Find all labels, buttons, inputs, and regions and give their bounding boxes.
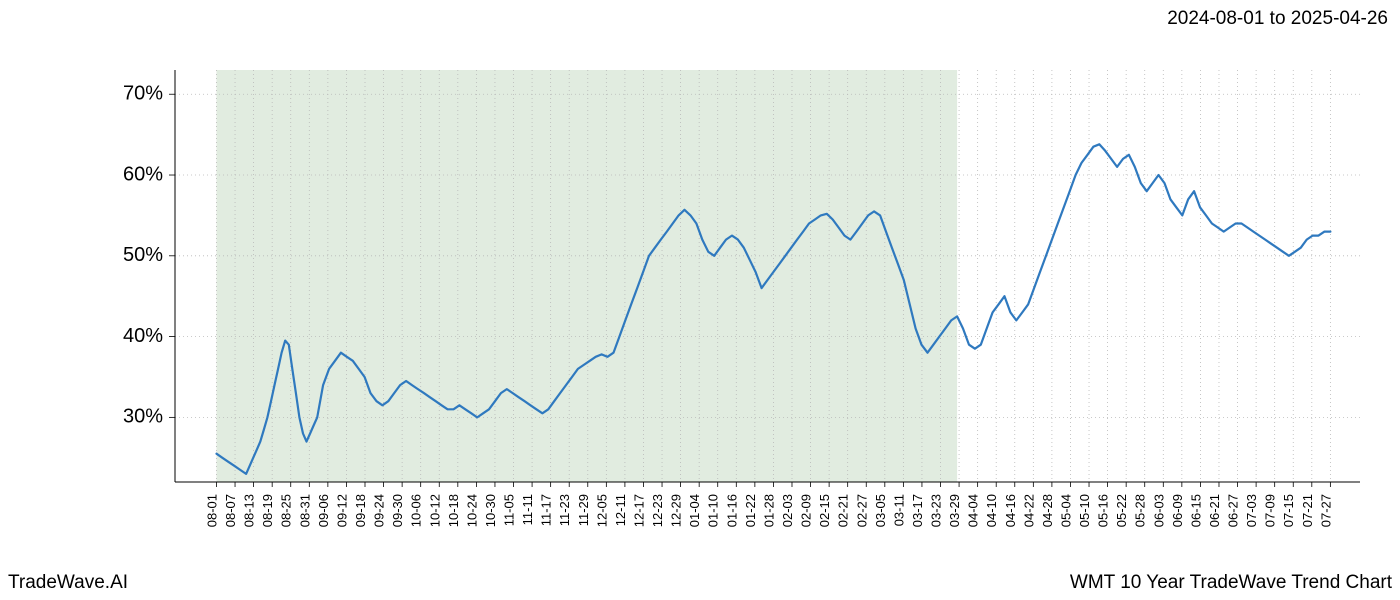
- xtick-label: 09-24: [372, 494, 387, 527]
- xtick-label: 01-10: [706, 494, 721, 527]
- xtick-label: 03-17: [910, 494, 925, 527]
- xtick-label: 10-12: [427, 494, 442, 527]
- xtick-label: 10-24: [464, 494, 479, 527]
- xtick-label: 02-27: [854, 494, 869, 527]
- xtick-label: 06-09: [1170, 494, 1185, 527]
- xtick-label: 02-03: [780, 494, 795, 527]
- xtick-label: 06-03: [1151, 494, 1166, 527]
- ytick-label: 40%: [123, 325, 163, 347]
- xtick-label: 03-29: [947, 494, 962, 527]
- xtick-label: 09-12: [334, 494, 349, 527]
- xtick-label: 01-28: [761, 494, 776, 527]
- xtick-label: 01-04: [687, 494, 702, 527]
- ytick-label: 70%: [123, 83, 163, 105]
- xtick-label: 11-17: [539, 494, 554, 526]
- xtick-label: 02-09: [799, 494, 814, 527]
- trend-chart: 08-01 08-07 08-1308-19 08-2508-31 09-0609-12…: [0, 0, 1400, 600]
- xtick-label: 07-27: [1318, 494, 1333, 527]
- xtick-label: 03-05: [873, 494, 888, 527]
- xtick-label: 05-28: [1133, 494, 1148, 527]
- xtick-label: 02-15: [817, 494, 832, 527]
- xtick-label: 12-11: [613, 494, 628, 526]
- xtick-label: 04-10: [984, 494, 999, 527]
- xtick-label: 12-05: [594, 494, 609, 527]
- xtick-label: 06-15: [1188, 494, 1203, 527]
- xtick-label: 06-21: [1207, 494, 1222, 527]
- xtick-label: 05-04: [1058, 494, 1073, 527]
- xtick-label: 04-22: [1021, 494, 1036, 527]
- xtick-label: 04-04: [966, 494, 981, 527]
- xtick-label: 09-06: [316, 494, 331, 527]
- xtick-label: 07-09: [1263, 494, 1278, 527]
- ytick-label: 30%: [123, 406, 163, 428]
- xtick-label: 08-01: [204, 494, 219, 527]
- xtick-label: 11-11: [520, 494, 535, 525]
- xtick-label: 05-10: [1077, 494, 1092, 527]
- xtick-label: 08-31: [297, 494, 312, 527]
- xtick-label: 10-06: [409, 494, 424, 527]
- xtick-label: 12-23: [650, 494, 665, 527]
- ytick-label: 50%: [123, 244, 163, 266]
- xtick-label: 05-22: [1114, 494, 1129, 527]
- xtick-label: 06-27: [1226, 494, 1241, 527]
- xtick-label: 11-05: [502, 494, 517, 526]
- xtick-label: 09-30: [390, 494, 405, 527]
- xtick-label: 12-29: [669, 494, 684, 527]
- xtick-label: 07-15: [1281, 494, 1296, 527]
- xtick-label: 04-28: [1040, 494, 1055, 527]
- xtick-label: 11-23: [557, 494, 572, 526]
- xtick-label: 07-21: [1300, 494, 1315, 527]
- xtick-label: 03-11: [891, 494, 906, 526]
- xtick-label: 08-13: [242, 494, 257, 527]
- xtick-label: 02-21: [836, 494, 851, 527]
- xtick-label: 04-16: [1003, 494, 1018, 527]
- xtick-label: 12-17: [631, 494, 646, 527]
- xtick-label: 01-22: [743, 494, 758, 527]
- xtick-label: 11-29: [576, 494, 591, 526]
- xtick-label: 08-25: [279, 494, 294, 527]
- xtick-label: 09-18: [353, 494, 368, 527]
- xtick-label: 10-30: [483, 494, 498, 527]
- xtick-label: 08-07: [223, 494, 238, 527]
- xtick-label: 01-16: [724, 494, 739, 527]
- xtick-label: 07-03: [1244, 494, 1259, 527]
- ytick-label: 60%: [123, 163, 163, 185]
- xtick-label: 10-18: [446, 494, 461, 527]
- xtick-label: 03-23: [929, 494, 944, 527]
- xtick-label: 05-16: [1096, 494, 1111, 527]
- xtick-label: 08-19: [260, 494, 275, 527]
